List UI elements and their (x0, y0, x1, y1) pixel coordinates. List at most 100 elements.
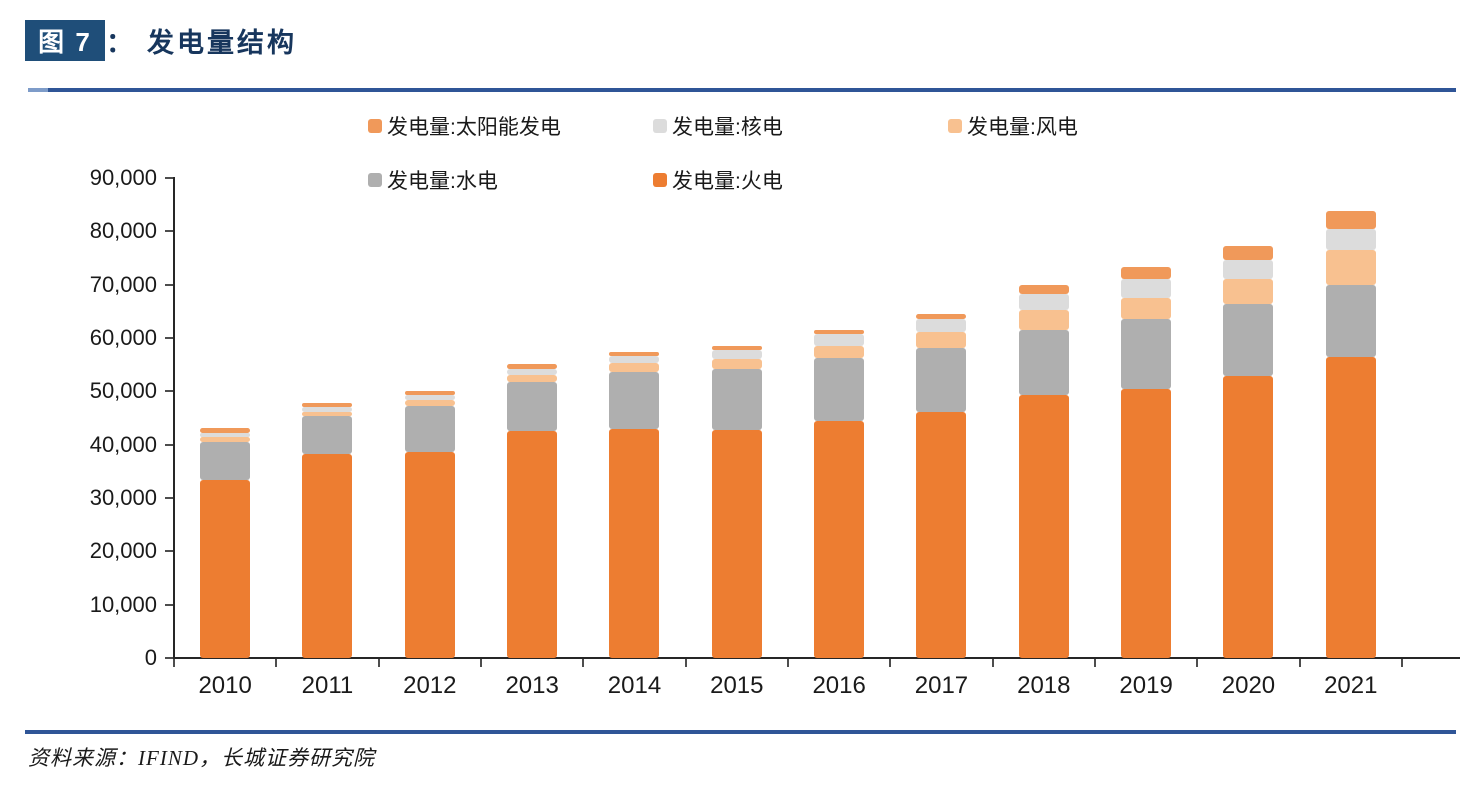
header-divider-cap (28, 88, 48, 92)
bar-segment-solar (1325, 211, 1376, 229)
x-axis-tick (1196, 659, 1199, 667)
bar-segment-nuclear (1223, 259, 1274, 280)
bar-segment-thermal (200, 480, 251, 658)
legend-label: 发电量:风电 (967, 116, 1078, 139)
y-axis-tick (165, 337, 173, 339)
y-axis-tick (165, 497, 173, 499)
x-axis-line (173, 657, 1460, 659)
bar-2013 (507, 364, 558, 658)
y-axis-tick (165, 390, 173, 393)
y-axis-tick-label: 50,000 (89, 378, 157, 404)
legend-swatch (653, 119, 667, 133)
legend-label: 发电量:核电 (672, 116, 783, 139)
footer-divider (25, 730, 1456, 734)
y-axis-tick (165, 657, 173, 659)
bar-segment-solar (814, 329, 865, 335)
y-axis-tick-label: 80,000 (89, 218, 157, 244)
bar-segment-hydro (814, 358, 865, 422)
bar-segment-solar (1018, 285, 1069, 295)
legend-swatch (368, 173, 382, 187)
bar-2015 (711, 345, 762, 658)
y-axis-tick-label: 40,000 (89, 431, 157, 457)
bar-2019 (1121, 267, 1172, 658)
bar-segment-thermal (609, 428, 660, 658)
bar-segment-hydro (1223, 304, 1274, 377)
bar-segment-solar (302, 402, 353, 408)
y-axis-tick (165, 177, 173, 179)
bar-segment-wind (200, 437, 251, 442)
bar-segment-hydro (404, 405, 455, 453)
bar-2017 (916, 313, 967, 658)
bar-segment-thermal (916, 412, 967, 658)
source-note: 资料来源：IFIND，长城证券研究院 (28, 746, 375, 770)
bar-segment-hydro (1018, 329, 1069, 396)
x-axis-tick (786, 659, 789, 667)
bar-segment-hydro (916, 348, 967, 413)
bar-2012 (404, 390, 455, 658)
figure-title: 发电量结构 (147, 27, 297, 58)
bar-segment-nuclear (200, 432, 251, 438)
bar-segment-wind (711, 359, 762, 370)
bar-segment-wind (1223, 279, 1274, 305)
y-axis-tick-label: 0 (144, 645, 157, 670)
bar-segment-thermal (1018, 395, 1069, 658)
y-axis-tick-label: 20,000 (89, 538, 157, 564)
bar-segment-wind (916, 331, 967, 349)
bar-segment-thermal (1121, 388, 1172, 658)
y-axis-tick-label: 60,000 (89, 325, 157, 350)
y-axis-tick (165, 603, 173, 606)
figure-tag-badge: 图 7 (25, 19, 105, 61)
bar-2014 (609, 351, 660, 658)
bar-segment-solar (609, 351, 660, 357)
bar-segment-thermal (507, 431, 558, 658)
x-axis-tick (275, 659, 278, 667)
y-axis-tick-label: 90,000 (89, 165, 157, 190)
bar-segment-nuclear (404, 395, 455, 401)
y-axis-tick (165, 230, 173, 233)
bar-2016 (814, 329, 865, 658)
y-axis-tick (165, 443, 173, 446)
bar-segment-hydro (609, 371, 660, 429)
bar-2010 (200, 428, 251, 658)
bar-segment-solar (200, 428, 251, 433)
x-axis-label-2021: 2021 (1324, 672, 1378, 699)
legend-label: 发电量:水电 (387, 170, 498, 193)
legend-item: 发电量:水电 (368, 168, 498, 193)
bar-segment-solar (1121, 267, 1172, 280)
x-axis-label-2020: 2020 (1221, 672, 1276, 699)
legend-swatch (948, 119, 962, 133)
bar-segment-wind (302, 411, 353, 417)
bar-segment-hydro (711, 369, 762, 430)
y-axis-tick-label: 10,000 (89, 591, 157, 617)
bar-segment-thermal (302, 453, 353, 658)
legend-label: 发电量:太阳能发电 (387, 116, 561, 139)
bar-segment-nuclear (1018, 294, 1069, 311)
bar-segment-nuclear (916, 318, 967, 332)
x-axis-label-2012: 2012 (403, 672, 457, 699)
x-axis-tick (582, 659, 585, 667)
x-axis-tick (684, 659, 687, 667)
x-axis-tick (1400, 659, 1403, 667)
legend-swatch (653, 173, 667, 187)
bar-segment-wind (507, 374, 558, 383)
x-axis-tick (173, 659, 175, 667)
bar-segment-nuclear (609, 356, 660, 364)
x-axis-tick (1298, 659, 1301, 667)
bar-2020 (1223, 245, 1274, 658)
bar-segment-thermal (711, 429, 762, 658)
legend-item: 发电量:核电 (653, 114, 783, 139)
x-axis-label-2014: 2014 (607, 672, 662, 699)
x-axis-label-2013: 2013 (505, 672, 559, 699)
bar-segment-hydro (302, 416, 353, 454)
legend-item: 发电量:风电 (948, 114, 1078, 139)
x-axis-label-2017: 2017 (914, 672, 969, 699)
y-axis-line (173, 177, 175, 659)
bar-segment-nuclear (814, 334, 865, 346)
bar-segment-solar (1223, 245, 1274, 260)
y-axis-tick-label: 70,000 (89, 271, 157, 297)
bar-segment-nuclear (1121, 279, 1172, 298)
x-axis-label-2011: 2011 (301, 672, 354, 699)
legend-swatch (368, 119, 382, 133)
bar-segment-hydro (1121, 319, 1172, 389)
